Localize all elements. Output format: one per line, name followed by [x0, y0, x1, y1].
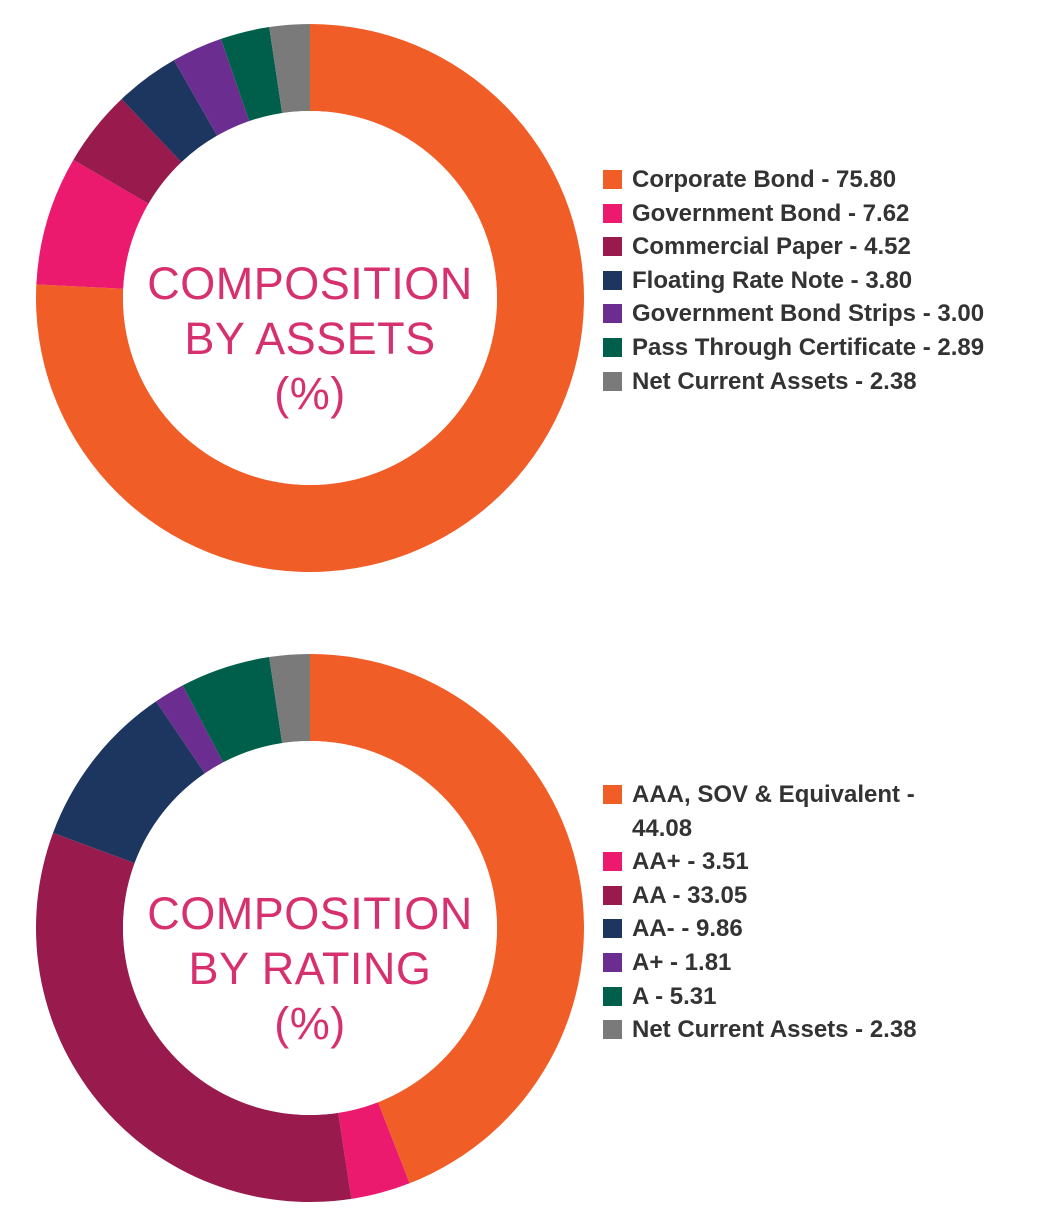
rating-slice-5	[182, 657, 283, 763]
assets-slice-6	[269, 24, 310, 114]
assets-legend-label: Government Bond - 7.62	[632, 199, 910, 227]
rating-slice-0	[310, 654, 585, 1184]
rating-title-line-2: BY RATING	[188, 943, 432, 994]
assets-legend-swatch	[603, 304, 622, 324]
rating-chart-title: COMPOSITION BY RATING (%)	[134, 886, 486, 1051]
rating-legend-label: AAA, SOV & Equivalent - 44.08	[632, 781, 915, 842]
assets-legend-label: Pass Through Certificate - 2.89	[632, 333, 985, 361]
assets-legend-item: Net Current Assets - 2.38	[603, 365, 1033, 399]
rating-legend-swatch	[603, 885, 622, 905]
rating-legend-label: A+ - 1.81	[632, 948, 732, 976]
rating-legend: AAA, SOV & Equivalent - 44.08 AA+ - 3.51 A…	[603, 778, 963, 1047]
assets-legend-swatch	[603, 371, 622, 391]
rating-slice-4	[155, 685, 224, 774]
assets-legend-label: Net Current Assets - 2.38	[632, 367, 917, 395]
assets-slice-3	[121, 60, 218, 163]
rating-legend-label: A - 5.31	[632, 982, 717, 1010]
rating-donut-hole	[123, 741, 497, 1115]
rating-legend-item: AA+ - 3.51	[603, 845, 963, 879]
assets-legend-swatch	[603, 203, 622, 223]
rating-donut	[35, 654, 585, 1202]
assets-legend-item: Government Bond - 7.62	[603, 197, 1033, 231]
rating-title-line-1: COMPOSITION	[147, 888, 473, 939]
rating-legend-label: AA+ - 3.51	[632, 848, 749, 876]
rating-legend-item: A - 5.31	[603, 980, 963, 1014]
rating-legend-item: AA - 33.05	[603, 879, 963, 913]
assets-chart-title: COMPOSITION BY ASSETS (%)	[134, 256, 486, 421]
assets-legend-item: Government Bond Strips - 3.00	[603, 297, 1033, 331]
rating-legend-item: AA- - 9.86	[603, 912, 963, 946]
assets-legend-swatch	[603, 270, 622, 290]
assets-legend-label: Commercial Paper - 4.52	[632, 233, 911, 261]
assets-legend-item: Corporate Bond - 75.80	[603, 163, 1033, 197]
assets-title-line-1: COMPOSITION	[147, 258, 473, 309]
rating-legend-swatch	[603, 852, 622, 872]
assets-slice-1	[36, 159, 149, 289]
assets-legend-swatch	[603, 337, 622, 357]
assets-legend-swatch	[603, 170, 622, 189]
assets-legend-label: Floating Rate Note - 3.80	[632, 266, 913, 294]
assets-slice-0	[36, 24, 585, 572]
assets-legend-item: Pass Through Certificate - 2.89	[603, 331, 1033, 365]
assets-legend: Corporate Bond - 75.80 Government Bond - …	[603, 163, 1033, 398]
rating-legend-label: AA- - 9.86	[632, 915, 743, 943]
assets-title-line-2: BY ASSETS	[184, 313, 436, 364]
assets-legend-item: Floating Rate Note - 3.80	[603, 264, 1033, 298]
rating-legend-label: AA - 33.05	[632, 881, 748, 909]
assets-donut-hole	[123, 111, 497, 485]
rating-legend-item: A+ - 1.81	[603, 946, 963, 980]
assets-legend-label: Government Bond Strips - 3.00	[632, 300, 985, 328]
rating-title-line-3: (%)	[274, 998, 346, 1049]
rating-legend-swatch	[603, 1020, 622, 1040]
rating-slice-6	[269, 654, 310, 744]
assets-slice-5	[220, 27, 283, 122]
rating-legend-swatch	[603, 785, 622, 804]
rating-slice-2	[35, 832, 352, 1202]
assets-legend-swatch	[603, 237, 622, 257]
rating-slice-3	[53, 701, 205, 864]
rating-legend-label: Net Current Assets - 2.38	[632, 1016, 917, 1044]
rating-legend-item: Net Current Assets - 2.38	[603, 1013, 963, 1047]
assets-donut	[36, 24, 585, 572]
rating-slice-1	[338, 1102, 410, 1199]
rating-chart: COMPOSITION BY RATING (%) AAA, SOV & Equ…	[0, 630, 1045, 1221]
rating-legend-item: AAA, SOV & Equivalent - 44.08	[603, 778, 963, 845]
assets-chart: COMPOSITION BY ASSETS (%) Corporate Bond…	[0, 0, 1045, 600]
rating-legend-swatch	[603, 986, 622, 1006]
rating-legend-swatch	[603, 919, 622, 939]
assets-title-line-3: (%)	[274, 368, 346, 419]
assets-legend-item: Commercial Paper - 4.52	[603, 230, 1033, 264]
assets-slice-2	[73, 99, 182, 204]
rating-legend-swatch	[603, 952, 622, 972]
assets-legend-label: Corporate Bond - 75.80	[632, 166, 897, 193]
assets-slice-4	[173, 38, 250, 136]
